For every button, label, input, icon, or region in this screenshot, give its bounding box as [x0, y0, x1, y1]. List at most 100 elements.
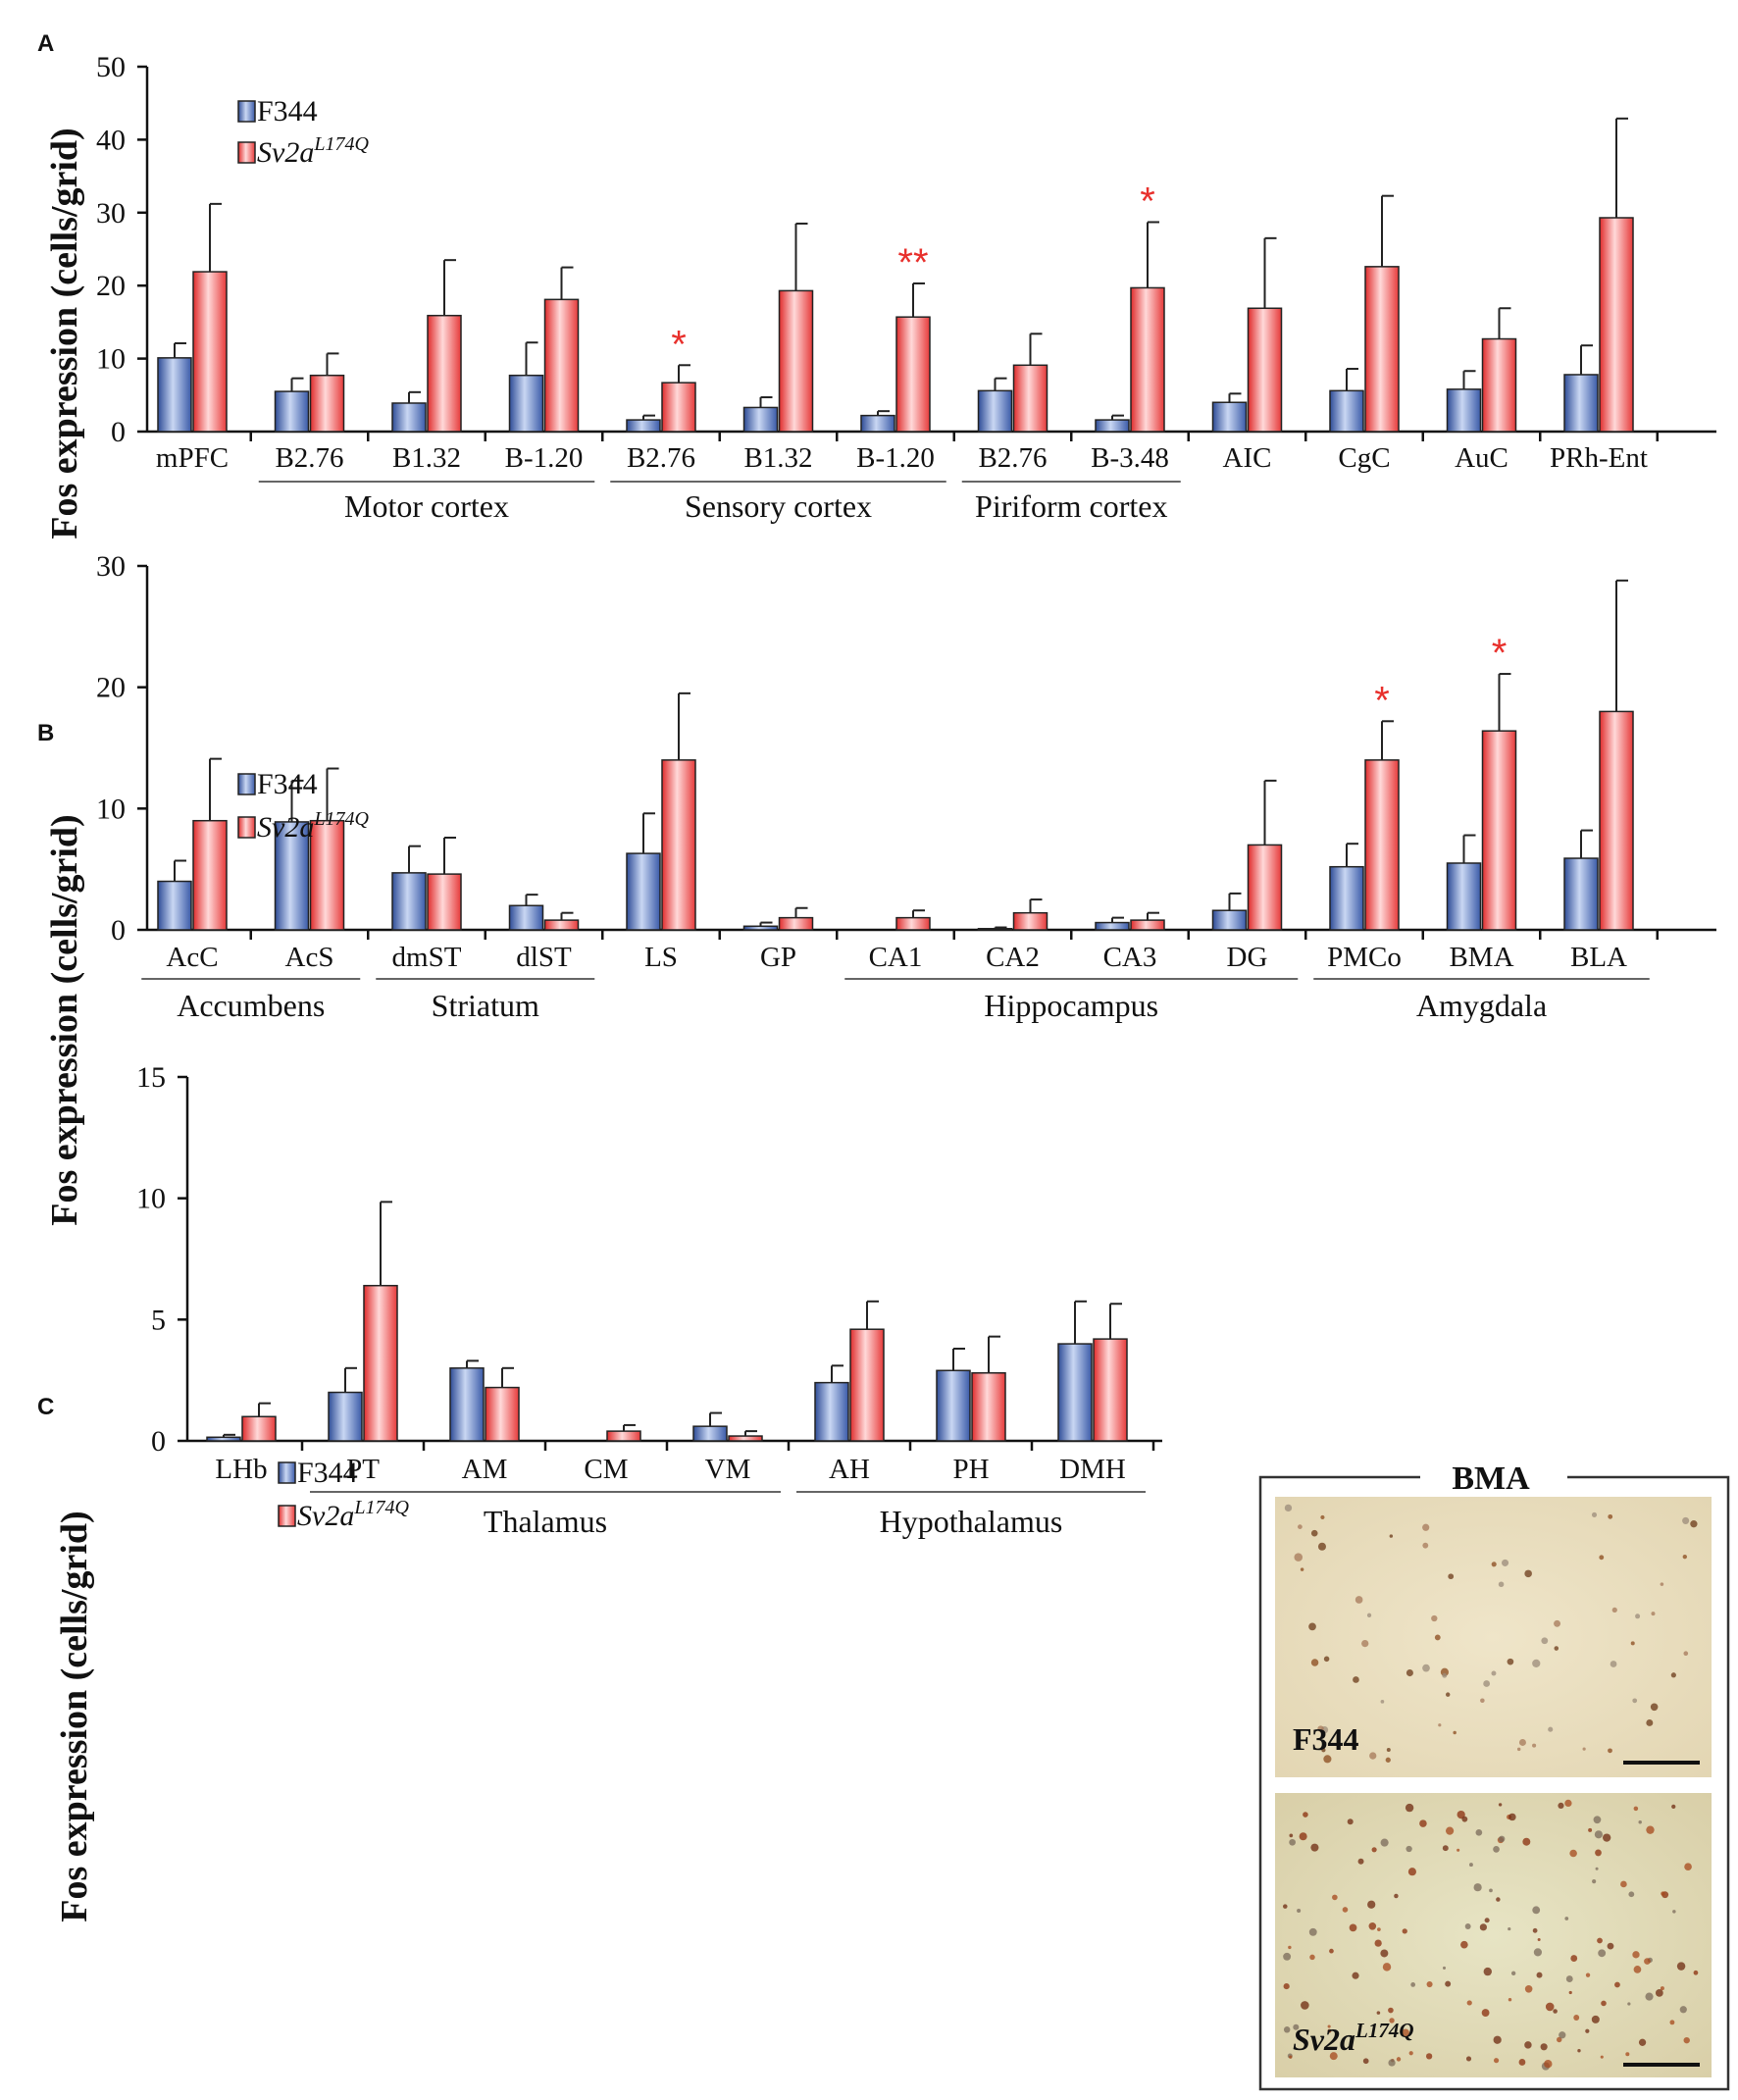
- stained-cell: [1362, 2058, 1369, 2065]
- stained-cell: [1473, 1883, 1482, 1892]
- significance-marker: *: [1140, 179, 1155, 223]
- stained-cell: [1498, 1803, 1503, 1807]
- stained-cell: [1405, 1803, 1414, 1813]
- stained-cell: [1627, 2002, 1631, 2006]
- category-label: CM: [584, 1454, 628, 1485]
- stained-cell: [1516, 1747, 1521, 1752]
- stained-cell: [1597, 1937, 1603, 1944]
- stained-cell: [1371, 1847, 1377, 1853]
- stained-cell: [1289, 2055, 1293, 2059]
- stained-cell: [1396, 2057, 1402, 2062]
- chart-panel-b: 0 10 20 30 AcC AcS dmST dlST LS GP CA1 CA2 CA3 DG PMCo…: [96, 550, 1716, 1023]
- stained-cell: [1493, 2035, 1502, 2044]
- bar-f344-11: [1446, 862, 1482, 931]
- bar-sv2a-2: [427, 314, 462, 433]
- significance-marker: *: [1492, 632, 1508, 675]
- bar-f344-7: [1057, 1343, 1093, 1442]
- stained-cell: [1484, 1918, 1490, 1923]
- bar-f344-10: [1329, 389, 1364, 433]
- micrograph-f344-label: F344: [1293, 1721, 1359, 1757]
- bar-sv2a-4: [661, 382, 696, 433]
- stained-cell: [1510, 1971, 1516, 1976]
- y-tick-label: 30: [96, 197, 126, 230]
- stained-cell: [1508, 1813, 1516, 1821]
- stained-cell: [1376, 2011, 1381, 2015]
- stained-cell: [1632, 1698, 1638, 1704]
- stained-cell: [1655, 1989, 1663, 1997]
- bar-sv2a-0: [241, 1415, 277, 1442]
- stained-cell: [1323, 1656, 1330, 1663]
- category-label: PMCo: [1327, 942, 1402, 973]
- micrograph-frame: [1258, 1475, 1730, 2091]
- stained-cell: [1593, 1816, 1602, 1824]
- bar-sv2a-10: [1364, 759, 1400, 931]
- stained-cell: [1283, 2026, 1291, 2033]
- stained-cell: [1402, 1928, 1407, 1934]
- stained-cell: [1554, 1646, 1559, 1651]
- stained-cell: [1422, 1542, 1429, 1549]
- bar-sv2a-7: [1012, 911, 1048, 931]
- stained-cell: [1600, 2055, 1604, 2059]
- legend-c: F344 Sv2aL174Q: [278, 1457, 409, 1532]
- stained-cell: [1594, 1830, 1603, 1839]
- legend-swatch-f344: [237, 100, 256, 123]
- stained-cell: [1544, 2060, 1553, 2069]
- stained-cell: [1406, 1845, 1412, 1853]
- stained-cell: [1545, 2002, 1555, 2012]
- bar-f344-2: [391, 402, 427, 433]
- chart-panel-c: 0 5 10 15 LHb PT AM CM VM AH PH DMH Thalamus Hypothal…: [136, 1061, 1162, 1539]
- bar-f344-10: [1329, 865, 1364, 931]
- stained-cell: [1661, 1891, 1665, 1896]
- stained-cell: [1283, 1952, 1292, 1961]
- group-label: Thalamus: [484, 1504, 607, 1539]
- stained-cell: [1598, 1949, 1607, 1958]
- category-label: LHb: [215, 1454, 267, 1485]
- legend-a: F344 Sv2aL174Q: [237, 95, 369, 169]
- stained-cell: [1599, 1555, 1605, 1561]
- legend-label-f344: F344: [297, 1457, 358, 1489]
- stained-cell: [1329, 2052, 1338, 2061]
- stained-cell: [1565, 1975, 1573, 1983]
- legend-swatch-sv2a: [237, 141, 256, 164]
- legend-label-sv2a: Sv2aL174Q: [257, 133, 369, 169]
- stained-cell: [1434, 1634, 1441, 1641]
- stained-cell: [1633, 1966, 1642, 1973]
- stained-cell: [1630, 1641, 1635, 1646]
- stained-cell: [1537, 1938, 1541, 1942]
- bar-sv2a-12: [1599, 710, 1634, 931]
- group-label: Motor cortex: [344, 488, 509, 524]
- micrograph-sv2a-base: Sv2a: [1293, 2022, 1355, 2057]
- stained-cell: [1388, 2059, 1396, 2067]
- category-label: B2.76: [978, 442, 1047, 474]
- stained-cell: [1585, 1972, 1591, 1977]
- stained-cell: [1410, 1982, 1416, 1987]
- stained-cell: [1646, 1825, 1655, 1834]
- stained-cell: [1308, 1622, 1316, 1631]
- stained-cell: [1660, 1582, 1664, 1586]
- bar-sv2a-1: [309, 819, 345, 931]
- bar-f344-2: [391, 872, 427, 931]
- category-label: dlST: [516, 942, 572, 973]
- stained-cell: [1394, 1893, 1399, 1899]
- bar-sv2a-6: [895, 316, 931, 433]
- stained-cell: [1323, 1755, 1332, 1764]
- stained-cell: [1469, 1863, 1473, 1868]
- category-label: CA2: [986, 942, 1040, 973]
- category-label: CA3: [1103, 942, 1157, 973]
- micrograph-sv2a-cells: [1283, 1799, 1699, 2071]
- significance-marker: **: [897, 241, 928, 284]
- stained-cell: [1457, 1810, 1465, 1819]
- stained-cell: [1633, 1806, 1639, 1812]
- stained-cell: [1683, 2036, 1690, 2044]
- stained-cell: [1385, 1757, 1391, 1763]
- stained-cell: [1389, 2018, 1395, 2023]
- bar-f344-12: [1563, 374, 1599, 433]
- stained-cell: [1321, 1748, 1326, 1753]
- chart-panel-a: 0 10 20 30 40 50 mPFC B2.76 B1.32 B-1.20 B2.76 B1.3…: [96, 51, 1716, 524]
- stained-cell: [1460, 1940, 1468, 1949]
- stained-cell: [1347, 1818, 1354, 1825]
- stained-cell: [1310, 1659, 1319, 1666]
- bar-sv2a-5: [778, 289, 814, 433]
- stained-cell: [1540, 2043, 1548, 2051]
- stained-cell: [1479, 1923, 1487, 1931]
